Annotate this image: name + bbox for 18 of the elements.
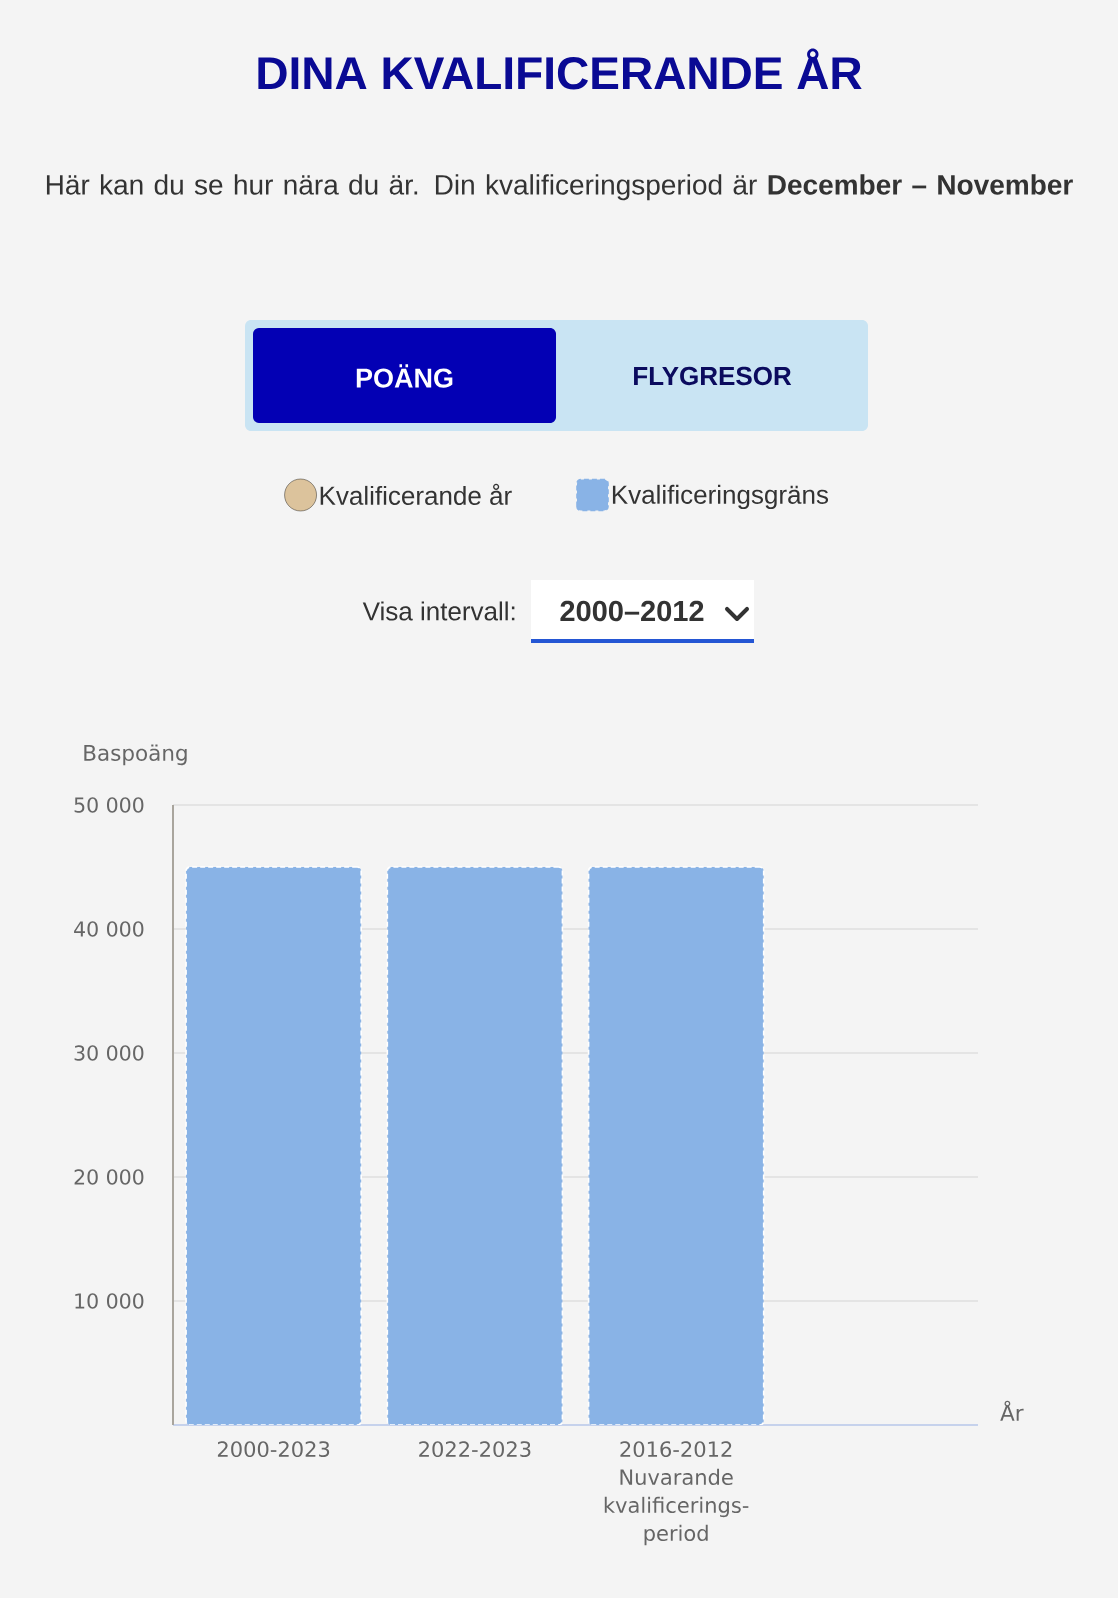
- text: Visa intervall:: [362, 601, 515, 621]
- text: POÄNG: [356, 364, 453, 388]
- y-tick-label: 10 000: [75, 1293, 144, 1309]
- x-axis-title: År: [1000, 1400, 1024, 1421]
- legend-label: Kvalificerande år: [320, 483, 512, 505]
- x-tick-label: 2022-2023: [419, 1441, 531, 1458]
- chart-subtitle: Här kan du se hur nära du är. Din kvalificeringsperiod är December – November: [46, 174, 1073, 201]
- x-tick-label: 2016-2012 Nuvarande kvalificerings-period: [604, 1441, 749, 1546]
- x-tick-label: 2000-2023: [217, 1441, 330, 1458]
- y-tick-label: 20 000: [74, 1169, 144, 1185]
- y-tick-label: 50 000: [74, 797, 144, 813]
- legend-label: Kvalificeringsgräns: [612, 484, 829, 510]
- text: FLYGRESOR: [634, 366, 792, 386]
- text: 2000–2012: [560, 600, 704, 622]
- chart-title: DINA KVALIFICERANDE ÅR: [258, 48, 862, 90]
- y-axis-title: Baspoäng: [84, 744, 187, 766]
- y-tick-label: 40 000: [74, 921, 144, 937]
- y-tick-label: 30 000: [74, 1045, 144, 1061]
